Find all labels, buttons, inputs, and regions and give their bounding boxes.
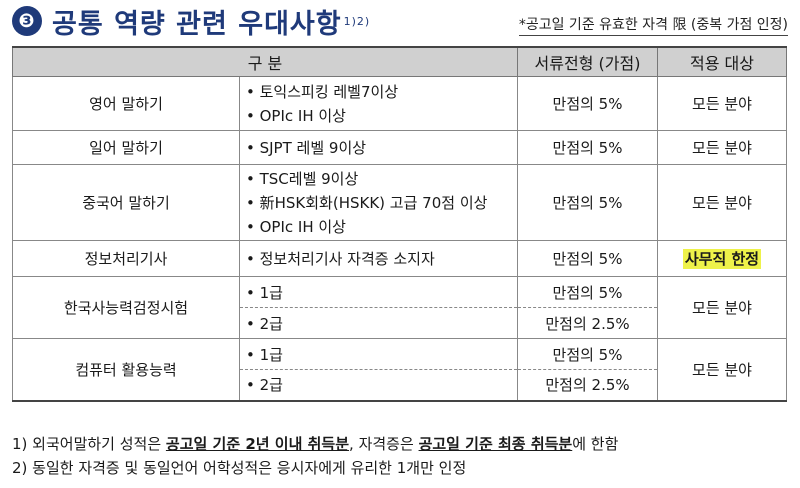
- table-row: 한국사능력검정시험 • 1급 만점의 5% 모든 분야: [12, 276, 787, 339]
- row-points: 만점의 5%: [517, 130, 658, 165]
- row-category: 컴퓨터 활용능력: [12, 338, 240, 402]
- footnotes: 1) 외국어말하기 성적은 공고일 기준 2년 이내 취득분, 자격증은 공고일…: [12, 432, 792, 480]
- row-points: 만점의 5%: [517, 276, 658, 308]
- footnote-1: 1) 외국어말하기 성적은 공고일 기준 2년 이내 취득분, 자격증은 공고일…: [12, 432, 792, 456]
- footnote-1-emphasis-1: 공고일 기준 2년 이내 취득분: [165, 435, 350, 453]
- row-condition: • 1급: [239, 338, 518, 370]
- condition-item: • 토익스피킹 레벨7이상: [246, 82, 399, 101]
- row-category: 일어 말하기: [12, 130, 240, 165]
- table-row: 영어 말하기 • 토익스피킹 레벨7이상 • OPIc IH 이상 만점의 5%…: [12, 76, 787, 131]
- row-points: 만점의 5%: [517, 76, 658, 131]
- footnote-1-emphasis-2: 공고일 기준 최종 취득분: [418, 435, 573, 453]
- footnote-2: 2) 동일한 자격증 및 동일언어 어학성적은 응시자에게 유리한 1개만 인정: [12, 459, 467, 477]
- header-target: 적용 대상: [657, 46, 787, 77]
- section-title: ❸ 공통 역량 관련 우대사항 1)2): [12, 4, 371, 40]
- row-points: 만점의 5%: [517, 338, 658, 370]
- row-category: 영어 말하기: [12, 76, 240, 131]
- row-condition: • 1급: [239, 276, 518, 308]
- table-row: 컴퓨터 활용능력 • 1급 만점의 5% 모든 분야: [12, 338, 787, 402]
- table-row: 중국어 말하기 • TSC레벨 9이상 • 新HSK회화(HSKK) 고급 70…: [12, 164, 787, 241]
- row-target: 모든 분야: [657, 130, 787, 165]
- row-conditions: • SJPT 레벨 9이상: [239, 130, 518, 165]
- row-conditions: • 정보처리기사 자격증 소지자: [239, 240, 518, 277]
- row-target: 모든 분야: [657, 164, 787, 241]
- header-points: 서류전형 (가점): [517, 46, 658, 77]
- table-row: 정보처리기사 • 정보처리기사 자격증 소지자 만점의 5% 사무직 한정: [12, 240, 787, 277]
- row-target: 모든 분야: [657, 338, 787, 402]
- condition-item: • SJPT 레벨 9이상: [246, 138, 367, 157]
- table-header-row: 구 분 서류전형 (가점) 적용 대상: [12, 46, 787, 77]
- footnote-1-mid: , 자격증은: [349, 435, 419, 453]
- row-category: 한국사능력검정시험: [12, 276, 240, 339]
- row-points: 만점의 5%: [517, 240, 658, 277]
- row-conditions: • TSC레벨 9이상 • 新HSK회화(HSKK) 고급 70점 이상 • O…: [239, 164, 518, 241]
- table-row: • 2급 만점의 2.5%: [13, 369, 787, 402]
- table-row: 일어 말하기 • SJPT 레벨 9이상 만점의 5% 모든 분야: [12, 130, 787, 165]
- section-title-text: 공통 역량 관련 우대사항: [52, 8, 342, 40]
- row-conditions: • 토익스피킹 레벨7이상 • OPIc IH 이상: [239, 76, 518, 131]
- row-target: 모든 분야: [657, 276, 787, 339]
- section-header: ❸ 공통 역량 관련 우대사항 1)2) *공고일 기준 유효한 자격 限 (중…: [12, 4, 788, 44]
- table-row: • 2급 만점의 2.5%: [13, 307, 787, 339]
- row-category: 중국어 말하기: [12, 164, 240, 241]
- condition-item: • OPIc IH 이상: [246, 106, 346, 125]
- validity-note: *공고일 기준 유효한 자격 限 (중복 가점 인정): [518, 14, 788, 36]
- row-condition: • 2급: [239, 307, 518, 339]
- row-points: 만점의 5%: [517, 164, 658, 241]
- header-category: 구 분: [12, 46, 518, 77]
- section-number-badge: ❸: [12, 6, 42, 36]
- row-points: 만점의 2.5%: [517, 307, 658, 339]
- preference-table: 구 분 서류전형 (가점) 적용 대상 영어 말하기 • 토익스피킹 레벨7이상…: [12, 46, 787, 402]
- row-target: 사무직 한정: [657, 240, 787, 277]
- title-footnote-ref: 1)2): [343, 14, 371, 28]
- condition-item: • 新HSK회화(HSKK) 고급 70점 이상: [246, 193, 488, 212]
- row-points: 만점의 2.5%: [517, 369, 658, 402]
- condition-item: • OPIc IH 이상: [246, 217, 346, 236]
- footnote-1-suffix: 에 한함: [572, 435, 619, 453]
- footnote-1-prefix: 1) 외국어말하기 성적은: [12, 435, 166, 453]
- row-condition: • 2급: [239, 369, 518, 402]
- condition-item: • TSC레벨 9이상: [246, 169, 359, 188]
- row-category: 정보처리기사: [12, 240, 240, 277]
- target-highlight: 사무직 한정: [682, 249, 762, 269]
- row-target: 모든 분야: [657, 76, 787, 131]
- condition-item: • 정보처리기사 자격증 소지자: [246, 249, 435, 268]
